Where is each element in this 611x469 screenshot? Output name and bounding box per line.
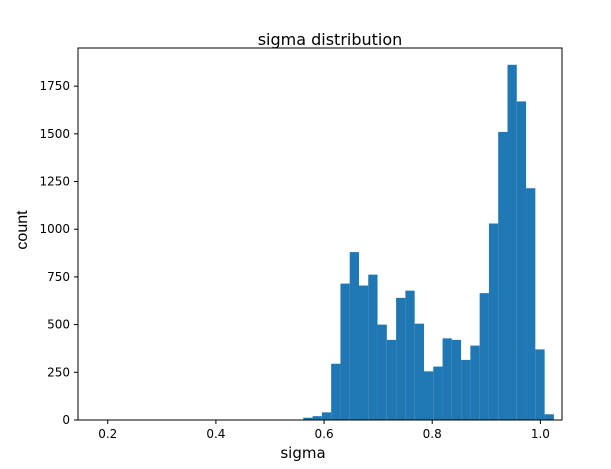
histogram-bar [349,252,359,420]
histogram-bar [526,188,536,420]
x-tick-label: 0.4 [206,427,225,441]
histogram-bar [507,64,517,420]
histogram-bar [368,274,378,420]
histogram-bar [498,131,508,420]
histogram-bar [303,417,313,420]
histogram-bar [451,339,462,420]
y-tick-label: 250 [47,365,70,379]
histogram-bar [535,349,545,420]
histogram-bar [479,293,489,420]
histogram-bar [386,339,397,420]
histogram-bar [331,363,341,420]
chart-title: sigma distribution [258,30,403,49]
histogram-bar [414,323,424,420]
y-axis-label: count [14,210,31,250]
histogram-bar [516,101,527,421]
histogram-bar [470,345,480,420]
y-tick-label: 500 [47,318,70,332]
x-tick-label: 0.8 [423,427,442,441]
bars-layer [89,64,554,421]
axes-layer: 0.2 0.4 0.6 0.8 1.0 0 250 500 750 1000 1250 1500 175… [39,47,563,441]
histogram-bar [377,324,387,420]
histogram-bar [544,414,554,420]
histogram-bar [312,416,322,420]
histogram-bar [461,359,471,420]
histogram-bar [442,338,452,420]
histogram-bar [405,290,415,420]
y-tick-label: 1000 [39,222,70,236]
x-tick-label: 0.2 [98,427,117,441]
y-tick-label: 0 [62,413,70,427]
y-tick-label: 1750 [39,79,70,93]
histogram-bar [488,223,499,420]
histogram-bar [321,412,332,420]
x-tick-label: 1.0 [531,427,550,441]
histogram-bar [423,371,434,420]
histogram-bar [396,297,406,420]
histogram-bar [433,366,443,420]
y-tick-label: 1250 [39,175,70,189]
histogram-bar [340,283,350,420]
y-tick-label: 1500 [39,127,70,141]
plot-frame [77,47,563,421]
x-axis-label: sigma [280,444,325,462]
y-tick-label: 750 [47,270,70,284]
x-tick-label: 0.6 [315,427,334,441]
histogram-bar [359,285,369,420]
